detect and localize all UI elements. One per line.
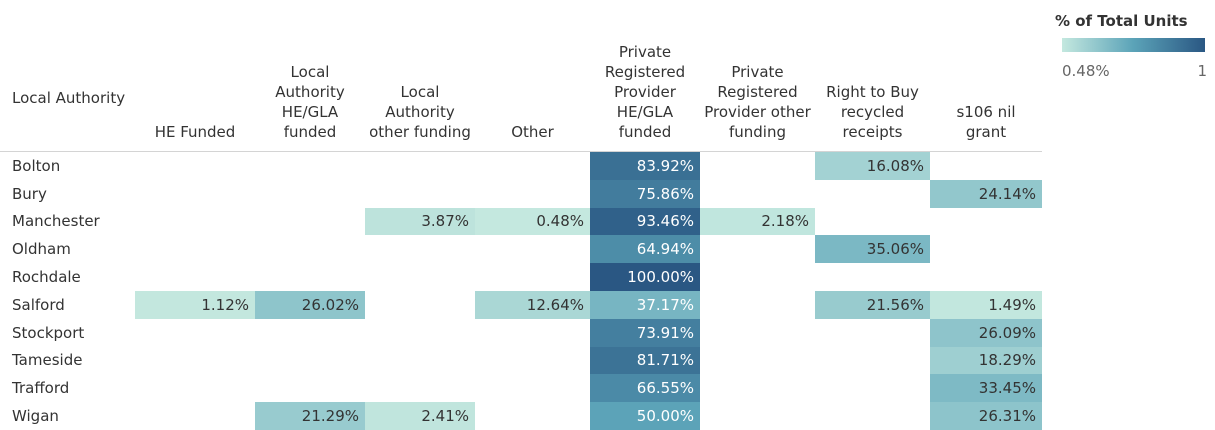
heat-cell: 16.08% [815,152,930,180]
heat-cell: 66.55% [590,374,700,403]
heat-cell: 81.71% [590,346,700,375]
column-header: Local Authority HE/GLA funded [275,63,345,141]
column-header: s106 nil grant [956,103,1016,141]
heat-cell: 100.00% [590,263,700,291]
legend-tick-label: 1 [1197,62,1207,80]
heat-cell: 37.17% [590,291,700,319]
heat-cell: 93.46% [590,207,700,236]
heat-cell: 64.94% [590,235,700,264]
row-label: Rochdale [12,268,81,287]
heat-cell: 12.64% [475,291,590,319]
color-ramp [1062,38,1205,52]
heat-cell: 73.91% [590,318,700,347]
heat-cell: 33.45% [930,374,1042,403]
legend-tick-label: 0.48% [1062,62,1110,80]
row-label: Oldham [12,240,71,259]
heat-cell: 21.29% [255,402,365,430]
heat-cell: 83.92% [590,152,700,180]
heat-cell: 2.41% [365,402,475,430]
heat-cell: 21.56% [815,291,930,319]
legend-title: % of Total Units [1055,12,1188,30]
heat-cell: 24.14% [930,179,1042,208]
heat-cell: 0.48% [475,207,590,236]
heat-cell: 2.18% [700,207,815,236]
row-header: Local Authority [12,89,126,107]
heat-cell: 50.00% [590,402,700,430]
row-label: Wigan [12,407,59,426]
heat-cell: 3.87% [365,207,475,236]
column-header: Right to Buy recycled receipts [826,83,919,141]
row-label: Tameside [12,351,83,370]
heat-cell: 26.02% [255,291,365,319]
header-rule [0,151,1042,152]
row-label: Salford [12,295,65,314]
heat-cell: 26.31% [930,402,1042,430]
column-header: Private Registered Provider HE/GLA funde… [604,43,686,141]
heat-cell: 1.12% [135,291,255,319]
row-label: Stockport [12,323,85,342]
column-header: Other [511,123,554,141]
row-label: Bolton [12,156,61,175]
column-header: Local Authority other funding [369,83,471,141]
heat-cell: 35.06% [815,235,930,264]
row-label: Manchester [12,212,100,231]
row-label: Trafford [12,379,70,398]
heat-cell: 1.49% [930,291,1042,319]
column-header: HE Funded [154,123,236,141]
row-label: Bury [12,184,47,203]
column-header: Private Registered Provider other fundin… [704,63,811,141]
heat-cell: 75.86% [590,179,700,208]
heat-cell: 18.29% [930,346,1042,375]
heat-cell: 26.09% [930,318,1042,347]
